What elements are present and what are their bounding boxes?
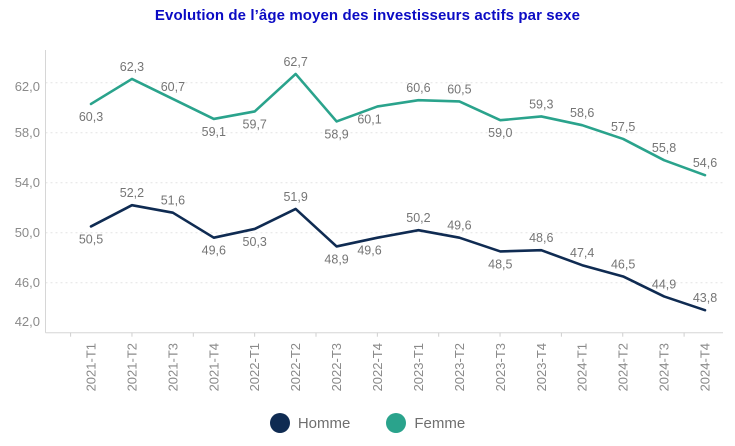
data-label-homme: 51,9 [283, 190, 307, 204]
data-label-homme: 49,6 [447, 219, 471, 233]
line-chart-canvas: 62,0 58,0 54,0 50,0 46,0 42,0 2021-T1 2021-T2 20… [15, 50, 723, 391]
x-tick-label: 2021-T3 [165, 343, 180, 391]
data-label-homme: 49,6 [202, 244, 226, 258]
data-label-homme: 48,9 [324, 252, 348, 266]
y-tick-label: 46,0 [15, 275, 40, 290]
legend-label: Homme [297, 414, 351, 432]
data-label-homme: 49,6 [357, 244, 381, 258]
x-tick-label: 2024-T1 [575, 343, 590, 391]
data-label-femme: 62,3 [120, 60, 144, 74]
x-tick-label: 2023-T4 [534, 343, 549, 391]
y-tick-label: 50,0 [15, 225, 40, 240]
data-label-homme: 43,8 [693, 291, 717, 305]
data-label-femme: 60,3 [79, 110, 103, 124]
data-label-homme: 52,2 [120, 186, 144, 200]
y-tick-label: 54,0 [15, 175, 40, 190]
legend: Homme Femme [0, 413, 735, 433]
legend-dot-femme [386, 413, 407, 433]
data-label-homme: 44,9 [652, 277, 676, 291]
legend-dot-homme [269, 413, 290, 433]
x-tick-label: 2024-T2 [616, 343, 631, 391]
data-label-femme: 60,5 [447, 82, 471, 96]
y-tick-label: 58,0 [15, 125, 40, 140]
data-label-femme: 58,6 [570, 106, 594, 120]
data-label-femme: 60,1 [357, 112, 381, 126]
x-tick-label: 2024-T4 [697, 343, 712, 391]
chart-title: Evolution de l’âge moyen des investisseu… [154, 7, 581, 24]
x-tick-label: 2024-T3 [657, 343, 672, 391]
data-label-femme: 57,5 [611, 120, 635, 134]
data-label-homme: 48,6 [529, 231, 553, 245]
data-label-femme: 59,7 [243, 117, 267, 131]
x-tick-label: 2021-T4 [206, 343, 221, 391]
x-tick-label: 2021-T1 [84, 343, 99, 391]
x-tick-label: 2021-T2 [124, 343, 139, 391]
series-line-homme [89, 203, 707, 312]
y-tick-label: 42,0 [15, 314, 40, 329]
data-label-femme: 60,7 [161, 80, 185, 94]
x-tick-label: 2023-T1 [411, 343, 426, 391]
data-label-homme: 51,6 [161, 194, 185, 208]
data-label-femme: 60,6 [406, 81, 430, 95]
legend-label: Femme [414, 414, 466, 432]
x-tick-label: 2022-T2 [288, 343, 303, 391]
data-label-homme: 46,5 [611, 257, 635, 271]
data-label-homme: 50,5 [79, 232, 103, 246]
data-label-femme: 58,9 [324, 127, 348, 141]
series-line-femme [89, 72, 707, 177]
data-label-homme: 48,5 [488, 257, 512, 271]
data-label-femme: 54,6 [693, 156, 717, 170]
data-label-femme: 59,1 [202, 125, 226, 139]
data-label-homme: 47,4 [570, 246, 594, 260]
x-tick-label: 2022-T4 [370, 343, 385, 391]
data-label-homme: 50,2 [406, 211, 430, 225]
y-tick-label: 62,0 [15, 79, 40, 94]
legend-item-femme[interactable]: Femme [386, 413, 465, 433]
x-tick-label: 2022-T3 [329, 343, 344, 391]
x-tick-label: 2023-T2 [452, 343, 467, 391]
data-label-femme: 59,0 [488, 126, 512, 140]
legend-item-homme[interactable]: Homme [269, 413, 351, 433]
x-tick-label: 2022-T1 [247, 343, 262, 391]
data-label-femme: 55,8 [652, 141, 676, 155]
data-label-femme: 59,3 [529, 97, 553, 111]
x-tick-label: 2023-T3 [493, 343, 508, 391]
data-label-femme: 62,7 [283, 55, 307, 69]
data-label-homme: 50,3 [243, 235, 267, 249]
